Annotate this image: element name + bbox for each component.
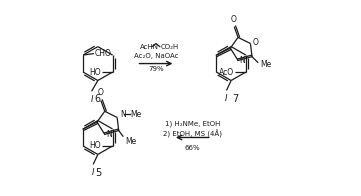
Text: HO: HO xyxy=(89,142,101,151)
Text: I: I xyxy=(225,94,228,103)
Text: N: N xyxy=(106,130,112,139)
Text: AcHN: AcHN xyxy=(140,44,159,50)
Text: CO₂H: CO₂H xyxy=(161,44,179,50)
Text: HO: HO xyxy=(89,68,101,76)
Text: 5: 5 xyxy=(95,168,101,178)
Text: Ac₂O, NaOAc: Ac₂O, NaOAc xyxy=(134,53,178,59)
Text: N: N xyxy=(240,56,245,65)
Text: 1) H₂NMe, EtOH: 1) H₂NMe, EtOH xyxy=(165,120,220,127)
Text: 6: 6 xyxy=(95,94,101,104)
Text: AcO: AcO xyxy=(219,68,234,76)
Text: O: O xyxy=(253,37,259,46)
Text: Me: Me xyxy=(260,60,271,69)
Text: 2) EtOH, MS (4Å): 2) EtOH, MS (4Å) xyxy=(163,130,222,138)
Text: N: N xyxy=(120,110,126,119)
Text: O: O xyxy=(97,88,103,97)
Text: CHO: CHO xyxy=(95,49,112,58)
Text: 79%: 79% xyxy=(148,66,164,72)
Text: I: I xyxy=(90,95,93,104)
Text: I: I xyxy=(92,168,95,177)
Text: O: O xyxy=(230,15,236,24)
Text: Me: Me xyxy=(125,137,136,146)
Text: Me: Me xyxy=(130,110,142,119)
Text: 66%: 66% xyxy=(184,145,200,151)
Text: 7: 7 xyxy=(232,94,238,104)
